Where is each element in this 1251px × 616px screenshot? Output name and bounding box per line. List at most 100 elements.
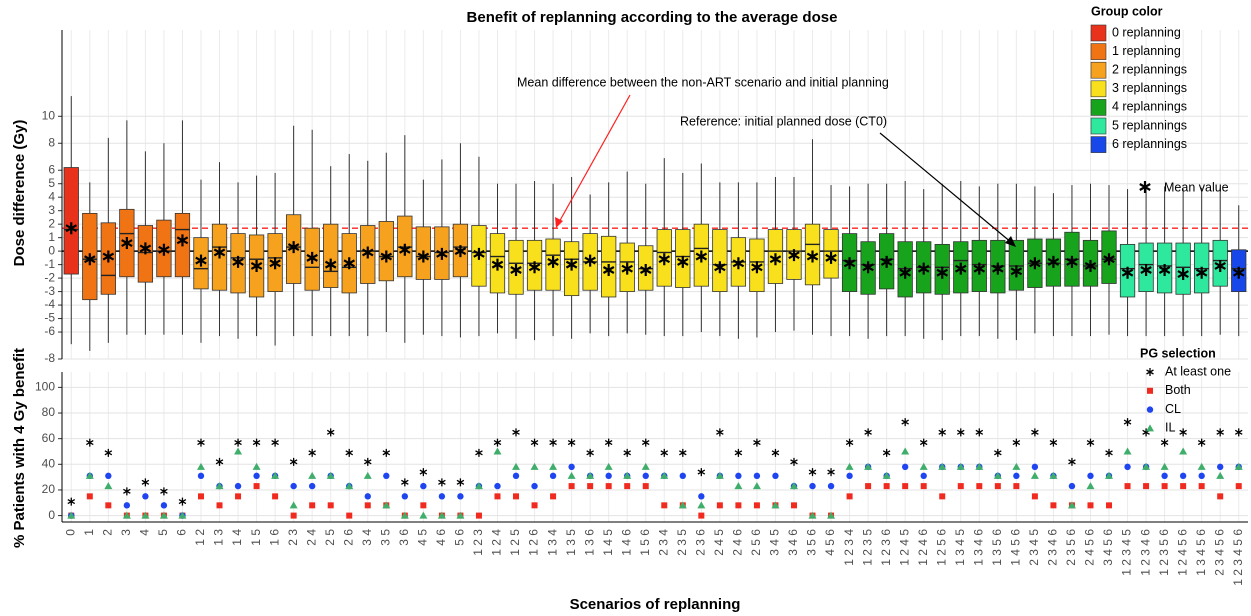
point <box>401 493 409 500</box>
legend-swatch <box>1090 136 1107 153</box>
mean-marker <box>825 251 837 264</box>
annotation-arrow <box>557 94 631 225</box>
point <box>697 501 706 509</box>
point <box>605 472 612 480</box>
point <box>1179 447 1188 455</box>
point <box>549 472 557 480</box>
point <box>882 448 891 457</box>
point <box>456 511 465 519</box>
point <box>1068 482 1076 490</box>
point <box>1013 472 1020 480</box>
x-tick-label: 3 <box>119 529 133 536</box>
point <box>975 462 984 470</box>
point <box>197 493 204 500</box>
point <box>1124 483 1131 490</box>
mean-marker <box>732 257 745 270</box>
legend-label: 6 replannings <box>1112 137 1187 151</box>
point <box>641 462 650 470</box>
point <box>567 471 576 479</box>
point <box>67 497 76 506</box>
mean-marker <box>84 253 96 266</box>
point <box>235 493 242 500</box>
point <box>679 472 686 480</box>
x-axis-title: Scenarios of replanning <box>570 596 741 613</box>
x-tick-label: 2 6 <box>341 529 355 546</box>
point <box>383 472 390 480</box>
point <box>661 502 668 509</box>
point <box>345 448 354 457</box>
legend-marker <box>1147 387 1153 394</box>
mean-marker <box>751 261 763 274</box>
x-tick-label: 1 4 6 <box>619 529 633 556</box>
point <box>253 483 260 490</box>
x-tick-label: 1 2 4 5 <box>897 529 911 566</box>
point <box>234 447 243 455</box>
x-tick-label: 1 4 <box>230 529 244 546</box>
point <box>234 438 242 447</box>
point <box>1067 501 1076 509</box>
point <box>938 428 947 437</box>
point <box>698 512 705 519</box>
x-tick-label: 1 2 6 <box>527 529 541 556</box>
point <box>438 478 446 487</box>
point <box>716 428 724 437</box>
mean-marker <box>454 245 467 258</box>
point <box>178 511 187 519</box>
x-tick-label: 1 2 3 5 <box>860 529 874 566</box>
x-tick-label: 1 3 5 6 <box>990 529 1004 566</box>
point <box>530 438 539 447</box>
mean-marker <box>677 255 689 268</box>
point <box>1031 493 1038 500</box>
mean-marker <box>362 246 374 259</box>
point <box>549 462 558 470</box>
x-tick-label: 1 2 3 4 6 <box>1138 529 1152 576</box>
point <box>735 502 742 509</box>
x-tick-label: 2 5 6 <box>749 529 763 556</box>
point <box>1234 462 1243 470</box>
point <box>308 471 317 479</box>
mean-marker <box>769 253 782 266</box>
point <box>513 493 520 500</box>
point <box>864 462 873 470</box>
point <box>1013 483 1020 490</box>
legend-label: CL <box>1165 402 1181 416</box>
legend-title: Group color <box>1091 4 1163 18</box>
point <box>196 462 205 470</box>
x-tick-label: 3 6 <box>397 529 411 546</box>
x-tick-label: 1 2 3 4 5 6 <box>1231 529 1245 586</box>
mean-marker <box>788 249 800 262</box>
x-tick-label: 2 5 <box>323 529 337 546</box>
point <box>902 483 909 490</box>
point <box>215 457 224 466</box>
point <box>327 502 334 509</box>
point <box>808 468 817 477</box>
point <box>271 438 279 447</box>
point <box>1086 482 1095 490</box>
legend-label: Mean value <box>1164 180 1229 194</box>
point <box>883 483 890 490</box>
box <box>63 167 79 275</box>
point <box>160 502 168 509</box>
point <box>920 472 927 480</box>
point <box>160 487 168 496</box>
point <box>104 448 113 457</box>
point <box>1049 471 1058 479</box>
x-tick-label: 2 4 6 <box>731 529 745 556</box>
x-tick-label: 1 2 5 <box>508 529 522 556</box>
point <box>364 502 371 509</box>
x-tick-label: 1 2 <box>193 529 207 546</box>
y-tick-label: 60 <box>42 431 56 445</box>
mean-marker <box>528 261 541 274</box>
mean-marker <box>1029 257 1041 270</box>
point <box>753 438 761 447</box>
point <box>512 428 520 437</box>
mean-marker <box>973 262 986 275</box>
point <box>493 438 502 447</box>
x-tick-label: 2 4 <box>304 529 318 546</box>
y-tick-label: 5 <box>48 176 55 190</box>
point <box>326 471 335 479</box>
point <box>587 483 594 490</box>
point <box>512 462 521 470</box>
point <box>919 438 928 447</box>
